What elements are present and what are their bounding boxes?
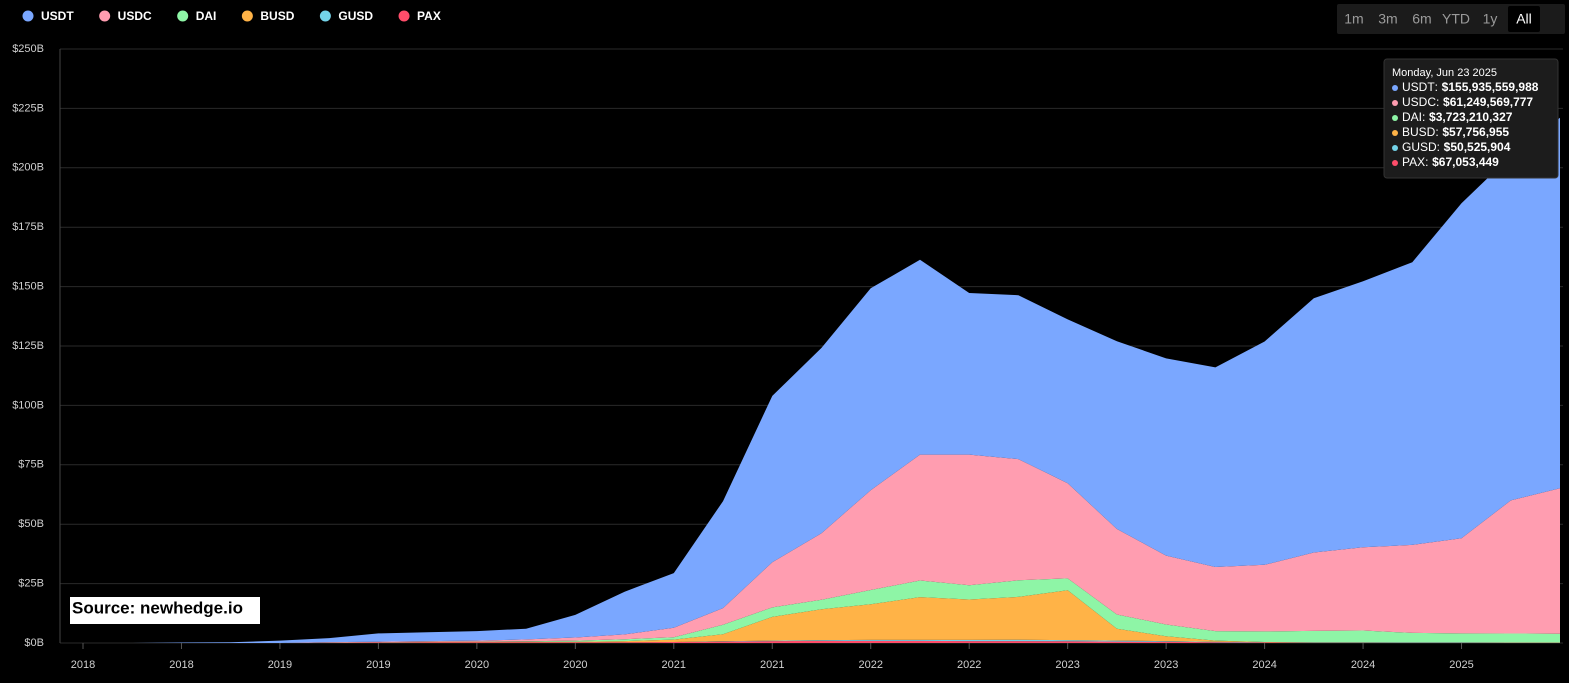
y-tick-label: $225B: [12, 102, 44, 114]
x-tick-label: 2022: [858, 659, 882, 671]
legend-label[interactable]: GUSD: [338, 9, 373, 23]
tooltip-colon: :: [1436, 95, 1439, 109]
tooltip-date: Monday, Jun 23 2025: [1392, 67, 1497, 79]
y-tick-label: $175B: [12, 221, 44, 233]
x-tick-label: 2020: [465, 659, 489, 671]
source-box: [70, 597, 260, 624]
range-button[interactable]: All: [1516, 11, 1532, 27]
tooltip-marker: [1392, 85, 1398, 91]
tooltip-marker: [1392, 160, 1398, 166]
range-button[interactable]: 3m: [1378, 11, 1397, 27]
legend-marker[interactable]: [398, 10, 410, 22]
axes: $0B $25B $50B $75B $100B $125B $150B $175B $200B…: [12, 43, 1474, 671]
x-tick-label: 2018: [169, 659, 193, 671]
x-tick-label: 2021: [760, 659, 784, 671]
area: [83, 590, 1560, 643]
y-tick-label: $125B: [12, 340, 44, 352]
tooltip-name: USDT: [1402, 80, 1435, 94]
y-tick-label: $75B: [18, 459, 44, 471]
tooltip-name: BUSD: [1402, 125, 1436, 139]
tooltip-value: $155,935,559,988: [1442, 80, 1539, 94]
tooltip-colon: :: [1425, 155, 1428, 169]
y-tick-label: $0B: [24, 637, 44, 649]
tooltip-marker: [1392, 100, 1398, 106]
legend-marker[interactable]: [99, 10, 111, 22]
range-button-bg[interactable]: [1508, 6, 1540, 32]
area: [83, 454, 1560, 643]
legend-marker[interactable]: [22, 10, 34, 22]
tooltip-colon: :: [1437, 140, 1440, 154]
legend-label[interactable]: USDT: [41, 9, 74, 23]
tooltip-value: $50,525,904: [1444, 140, 1511, 154]
y-tick-label: $25B: [18, 578, 44, 590]
area: [83, 640, 1560, 643]
x-tick-label: 2019: [366, 659, 390, 671]
tooltip-name: PAX: [1402, 155, 1425, 169]
tooltip-colon: :: [1435, 80, 1438, 94]
tooltip-name: DAI: [1402, 110, 1422, 124]
area: [83, 117, 1560, 643]
x-tick-label: 2021: [662, 659, 686, 671]
x-tick-label: 2023: [1154, 659, 1178, 671]
legend-marker[interactable]: [319, 10, 331, 22]
y-tick-label: $250B: [12, 43, 44, 55]
x-tick-label: 2025: [1449, 659, 1473, 671]
x-tick-label: 2024: [1351, 659, 1375, 671]
tooltip-marker: [1392, 145, 1398, 151]
tooltip-marker: [1392, 115, 1398, 121]
legend-label[interactable]: USDC: [118, 9, 152, 23]
tooltip-name: USDC: [1402, 95, 1436, 109]
x-tick-label: 2023: [1055, 659, 1079, 671]
tooltip-value: $57,756,955: [1442, 125, 1509, 139]
range-button[interactable]: 6m: [1412, 11, 1431, 27]
range-button[interactable]: 1m: [1344, 11, 1363, 27]
y-tick-label: $50B: [18, 518, 44, 530]
range-button[interactable]: YTD: [1442, 11, 1470, 27]
tooltip-marker: [1392, 130, 1398, 136]
x-tick-label: 2018: [71, 659, 95, 671]
area: [83, 639, 1560, 643]
tooltip-box: [1383, 58, 1559, 179]
range-button[interactable]: 1y: [1483, 11, 1498, 27]
x-tick-label: 2020: [563, 659, 587, 671]
tooltip-value: $67,053,449: [1432, 155, 1499, 169]
legend-label[interactable]: BUSD: [260, 9, 294, 23]
tooltip-name: GUSD: [1402, 140, 1437, 154]
x-tick-label: 2019: [268, 659, 292, 671]
tooltip-value: $61,249,569,777: [1443, 95, 1533, 109]
tooltip-colon: :: [1422, 110, 1425, 124]
tooltip: Monday, Jun 23 2025 USDT: $155,935,559,98…: [1383, 58, 1559, 179]
x-tick-label: 2022: [957, 659, 981, 671]
y-tick-label: $200B: [12, 162, 44, 174]
legend: USDT USDC DAI BUSD GUSD PAX: [22, 9, 441, 23]
y-tick-label: $100B: [12, 399, 44, 411]
legend-label[interactable]: DAI: [196, 9, 217, 23]
source: Source: newhedge.io: [72, 598, 243, 617]
range-selector: 1m 3m 6m YTD 1y All: [1337, 4, 1565, 34]
y-tick-label: $150B: [12, 281, 44, 293]
x-tick-label: 2024: [1252, 659, 1276, 671]
legend-marker[interactable]: [177, 10, 189, 22]
legend-label[interactable]: PAX: [417, 9, 441, 23]
area: [83, 578, 1560, 643]
areas: [83, 117, 1560, 643]
legend-marker[interactable]: [241, 10, 253, 22]
tooltip-value: $3,723,210,327: [1429, 110, 1513, 124]
tooltip-colon: :: [1435, 125, 1438, 139]
